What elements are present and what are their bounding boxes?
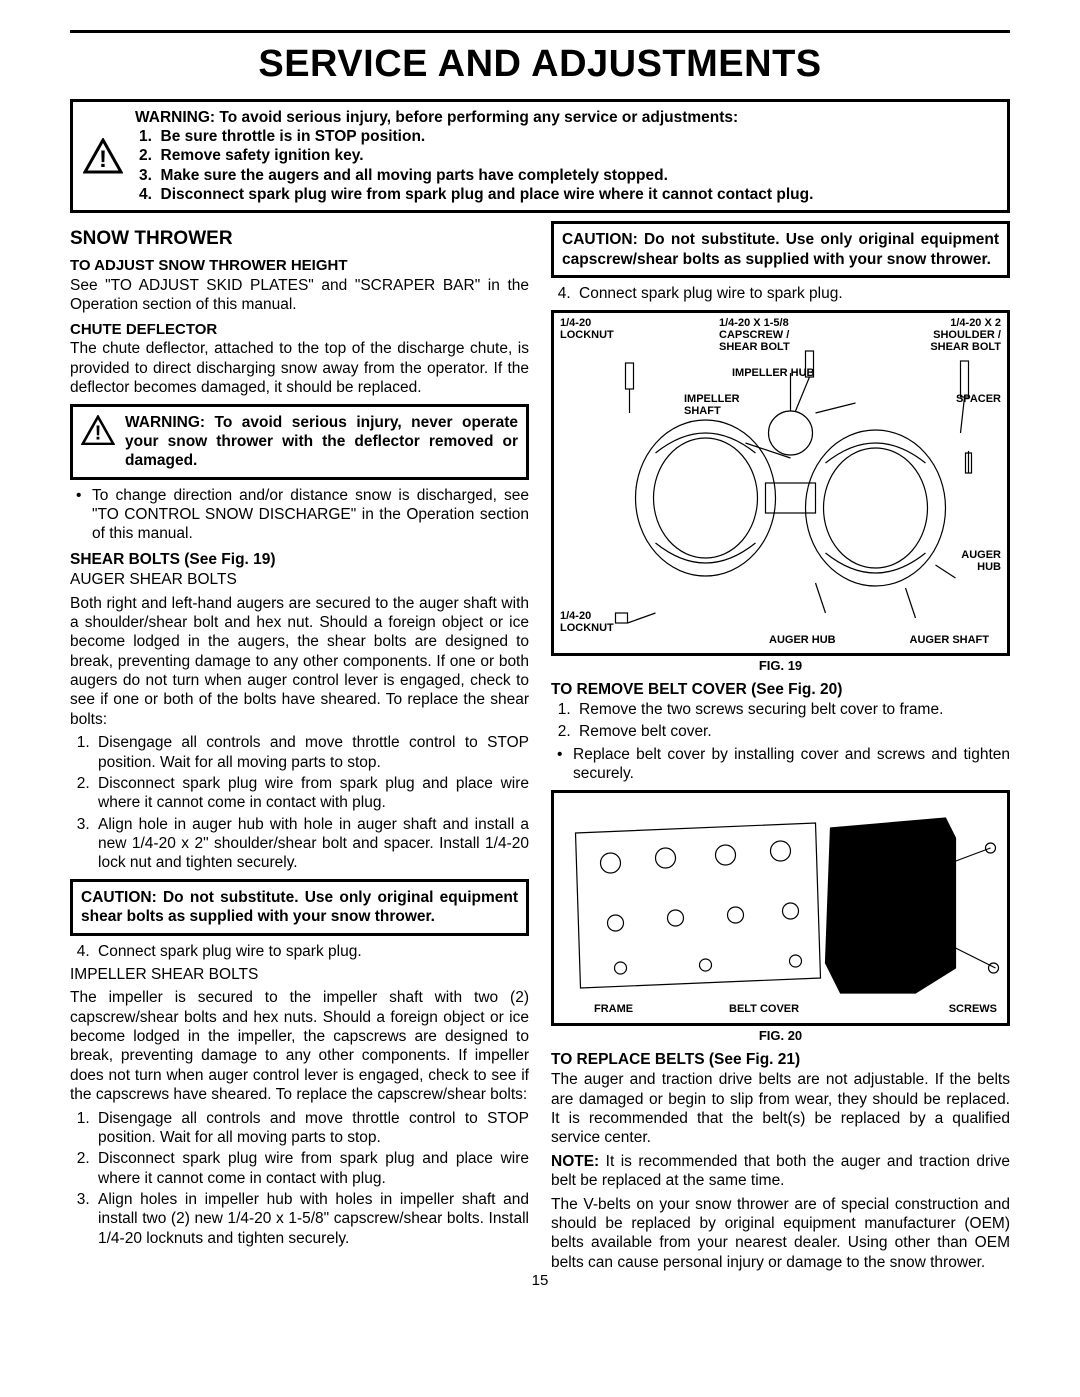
figure-19: 1/4-20LOCKNUT 1/4-20 x 1-5/8CAPSCREW /SH…	[551, 310, 1010, 656]
auger-step: Disengage all controls and move throttle…	[94, 733, 529, 772]
page-title: SERVICE AND ADJUSTMENTS	[70, 41, 1010, 89]
content-columns: SNOW THROWER To Adjust Snow Thrower Heig…	[70, 221, 1010, 1272]
fig19-diagram	[554, 313, 1007, 653]
warning-item: 1. Be sure throttle is in STOP position.	[139, 127, 813, 146]
impeller-step: Align holes in impeller hub with holes i…	[94, 1190, 529, 1248]
caution-box-1: CAUTION: Do not substitute. Use only ori…	[70, 879, 529, 936]
subtitle-chute-deflector: Chute Deflector	[70, 321, 529, 340]
label-auger-hub-b: AUGER HUB	[769, 634, 836, 646]
svg-text:!: !	[95, 422, 102, 444]
auger-shear-title: AUGER SHEAR BOLTS	[70, 570, 529, 589]
label-screws: SCREWS	[949, 1003, 997, 1017]
warning-text: WARNING: To avoid serious injury, before…	[135, 108, 813, 205]
section-snow-thrower: SNOW THROWER	[70, 227, 529, 251]
subtitle-adjust-height: To Adjust Snow Thrower Height	[70, 257, 529, 276]
label-belt-cover: BELT COVER	[729, 1003, 799, 1017]
warning-box-top: ! WARNING: To avoid serious injury, befo…	[70, 99, 1010, 214]
caution-box-2: CAUTION: Do not substitute. Use only ori…	[551, 221, 1010, 278]
impeller-shear-title: IMPELLER SHEAR BOLTS	[70, 965, 529, 984]
figure-20: FRAME BELT COVER SCREWS	[551, 790, 1010, 1026]
belt-cover-bullet: Replace belt cover by installing cover a…	[551, 745, 1010, 784]
label-capscrew: 1/4-20 x 1-5/8CAPSCREW /SHEAR BOLT	[719, 317, 790, 353]
fig19-caption: FIG. 19	[551, 658, 1010, 674]
impeller-step: Disengage all controls and move throttle…	[94, 1109, 529, 1148]
label-locknut-1: 1/4-20LOCKNUT	[560, 317, 614, 341]
label-locknut-2: 1/4-20LOCKNUT	[560, 610, 614, 634]
bullet-chute: To change direction and/or distance snow…	[70, 486, 529, 544]
label-impeller-hub: IMPELLER HUB	[732, 367, 815, 379]
warning-triangle-icon: !	[81, 415, 115, 445]
page-number: 15	[532, 1272, 549, 1291]
label-auger-hub-r: AUGERHUB	[961, 549, 1001, 573]
auger-step: Align hole in auger hub with hole in aug…	[94, 815, 529, 873]
warning-deflector-text: WARNING: To avoid serious injury, never …	[125, 413, 518, 471]
auger-step-4: Connect spark plug wire to spark plug.	[94, 942, 529, 961]
belt-cover-step: Remove belt cover.	[575, 722, 1010, 741]
label-spacer: SPACER	[956, 393, 1001, 405]
auger-step: Disconnect spark plug wire from spark pl…	[94, 774, 529, 813]
body-chute-deflector: The chute deflector, attached to the top…	[70, 339, 529, 397]
subtitle-remove-belt-cover: TO REMOVE BELT COVER (See Fig. 20)	[551, 680, 1010, 699]
label-shoulder: 1/4-20 x 2SHOULDER /SHEAR BOLT	[930, 317, 1001, 353]
body-replace-belts: The auger and traction drive belts are n…	[551, 1070, 1010, 1148]
body-auger-shear: Both right and left-hand augers are secu…	[70, 594, 529, 730]
label-impeller-shaft: IMPELLERSHAFT	[684, 393, 740, 417]
warning-triangle-icon: !	[83, 138, 123, 174]
warning-item: 4. Disconnect spark plug wire from spark…	[139, 185, 813, 204]
warning-lead: WARNING: To avoid serious injury, before…	[135, 108, 813, 127]
svg-text:!: !	[99, 146, 107, 173]
impeller-step-4: Connect spark plug wire to spark plug.	[575, 284, 1010, 303]
impeller-step: Disconnect spark plug wire from spark pl…	[94, 1149, 529, 1188]
subtitle-replace-belts: TO REPLACE BELTS (See Fig. 21)	[551, 1050, 1010, 1069]
note-replace-belts: NOTE: It is recommended that both the au…	[551, 1152, 1010, 1191]
warning-item: 2. Remove safety ignition key.	[139, 146, 813, 165]
fig20-diagram	[554, 793, 1007, 1023]
body-impeller-shear: The impeller is secured to the impeller …	[70, 988, 529, 1104]
belt-cover-step: Remove the two screws securing belt cove…	[575, 700, 1010, 719]
fig20-caption: FIG. 20	[551, 1028, 1010, 1044]
warning-item: 3. Make sure the augers and all moving p…	[139, 166, 813, 185]
subtitle-shear-bolts: SHEAR BOLTS (See Fig. 19)	[70, 550, 529, 569]
label-auger-shaft: AUGER SHAFT	[910, 634, 989, 646]
body2-replace-belts: The V-belts on your snow thrower are of …	[551, 1195, 1010, 1273]
warning-box-deflector: ! WARNING: To avoid serious injury, neve…	[70, 404, 529, 480]
label-frame: FRAME	[594, 1003, 633, 1017]
rule-top	[70, 30, 1010, 33]
body-adjust-height: See "TO ADJUST SKID PLATES" and "SCRAPER…	[70, 276, 529, 315]
